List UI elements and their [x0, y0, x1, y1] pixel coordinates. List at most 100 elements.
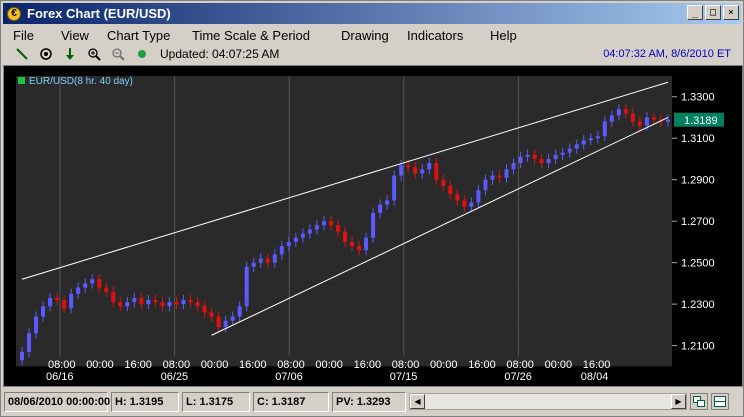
y-tick-label: 1.2900: [681, 175, 715, 187]
candle-up: [420, 169, 425, 174]
menu-chart-type[interactable]: Chart Type: [107, 28, 171, 43]
menu-view[interactable]: View: [61, 28, 89, 43]
candle-up: [616, 109, 621, 116]
candle-up: [483, 179, 488, 191]
status-date: 08/06/2010 00:00:00: [4, 392, 110, 412]
status-close: C: 1.3187: [253, 392, 329, 412]
candle-up: [399, 165, 404, 176]
window-cascade-icon[interactable]: [711, 393, 729, 410]
candle-up: [258, 258, 263, 263]
zoom-out-icon[interactable]: [109, 46, 127, 62]
menu-drawing[interactable]: Drawing: [341, 28, 389, 43]
candle-up: [48, 297, 53, 307]
y-tick-label: 1.2100: [681, 341, 715, 353]
candle-down: [343, 231, 347, 242]
candle-down: [441, 179, 446, 186]
down-arrow-icon[interactable]: [61, 46, 79, 62]
x-date-label: 07/26: [504, 371, 532, 383]
zoom-in-icon[interactable]: [85, 46, 103, 62]
candle-down: [630, 113, 635, 122]
forex-icon: €: [7, 6, 21, 21]
title-bar[interactable]: € Forex Chart (EUR/USD) _ □ ×: [3, 3, 741, 24]
candle-down: [202, 306, 207, 313]
horizontal-scrollbar[interactable]: ◀ ▶: [409, 393, 687, 410]
chart-area[interactable]: 1.3300 1.3100 1.2900 1.2700 1.2500 1.2300 1.21…: [3, 65, 743, 387]
candle-up: [546, 158, 551, 164]
maximize-button[interactable]: □: [705, 5, 721, 20]
trendline: [21, 81, 669, 280]
candle-down: [118, 302, 123, 307]
candle-down: [104, 287, 109, 292]
candle-down: [335, 225, 340, 232]
menu-indicators[interactable]: Indicators: [407, 28, 464, 43]
candle-up: [560, 152, 565, 155]
candle-down: [62, 300, 67, 309]
price-band: [16, 158, 672, 201]
candle-up: [511, 163, 516, 170]
x-date-label: 08/04: [581, 371, 609, 383]
toolbar: Updated: 04:07:25 AM 04:07:32 AM, 8/6/20…: [3, 44, 741, 64]
candle-down: [160, 302, 165, 307]
menu-file[interactable]: File: [13, 28, 34, 43]
candle-up: [125, 302, 130, 307]
candle-up: [609, 115, 614, 122]
x-tick-label: 08:00: [48, 359, 76, 371]
x-tick-label: 08:00: [277, 359, 305, 371]
candle-down: [328, 221, 333, 226]
candle-up: [244, 266, 249, 307]
candle-up: [300, 233, 305, 238]
legend-marker: [18, 77, 25, 84]
close-button[interactable]: ×: [723, 5, 739, 20]
window-tile-icon[interactable]: [690, 393, 708, 410]
last-price-label: 1.3189: [684, 115, 718, 127]
minimize-button[interactable]: _: [687, 5, 703, 20]
candle-up: [34, 316, 39, 334]
candle-up: [167, 302, 172, 307]
scroll-left-icon[interactable]: ◀: [410, 394, 425, 409]
candle-up: [27, 333, 32, 352]
trendline: [211, 117, 669, 336]
candle-down: [195, 302, 200, 307]
candle-up: [181, 300, 186, 305]
candle-down: [413, 167, 418, 174]
candle-up: [230, 316, 235, 321]
crosshair-icon[interactable]: [37, 46, 55, 62]
candlestick-chart[interactable]: 1.3300 1.3100 1.2900 1.2700 1.2500 1.2300 1.21…: [4, 66, 742, 386]
line-tool-icon[interactable]: [13, 46, 31, 62]
candle-up: [504, 169, 509, 178]
candle-up: [553, 154, 558, 159]
x-tick-label: 08:00: [506, 359, 534, 371]
scroll-right-icon[interactable]: ▶: [671, 394, 686, 409]
price-band: [16, 324, 672, 367]
candle-up: [251, 262, 256, 267]
last-price-tag: [674, 112, 724, 127]
candle-up: [69, 293, 74, 309]
candle-up: [286, 241, 291, 247]
y-tick-label: 1.3300: [681, 92, 715, 104]
candle-up: [76, 287, 81, 294]
candle-down: [174, 302, 179, 305]
x-tick-label: 16:00: [124, 359, 152, 371]
candle-up: [83, 283, 88, 288]
status-low: L: 1.3175: [182, 392, 250, 412]
candle-up: [567, 148, 572, 153]
candle-up: [525, 154, 530, 157]
candle-down: [357, 246, 362, 251]
candle-up: [279, 246, 284, 255]
x-tick-label: 16:00: [354, 359, 382, 371]
x-tick-label: 08:00: [163, 359, 191, 371]
candle-down: [97, 279, 102, 288]
y-tick-label: 1.2300: [681, 299, 715, 311]
candle-up: [307, 229, 312, 234]
candle-down: [111, 291, 116, 303]
x-tick-label: 08:00: [392, 359, 420, 371]
candle-up: [427, 163, 432, 170]
y-tick-label: 1.3100: [681, 133, 715, 145]
candle-down: [350, 241, 355, 247]
menu-help[interactable]: Help: [490, 28, 517, 43]
x-date-label: 07/15: [390, 371, 418, 383]
candle-up: [595, 136, 600, 139]
menu-time-scale[interactable]: Time Scale & Period: [192, 28, 311, 43]
candle-up: [321, 221, 326, 226]
